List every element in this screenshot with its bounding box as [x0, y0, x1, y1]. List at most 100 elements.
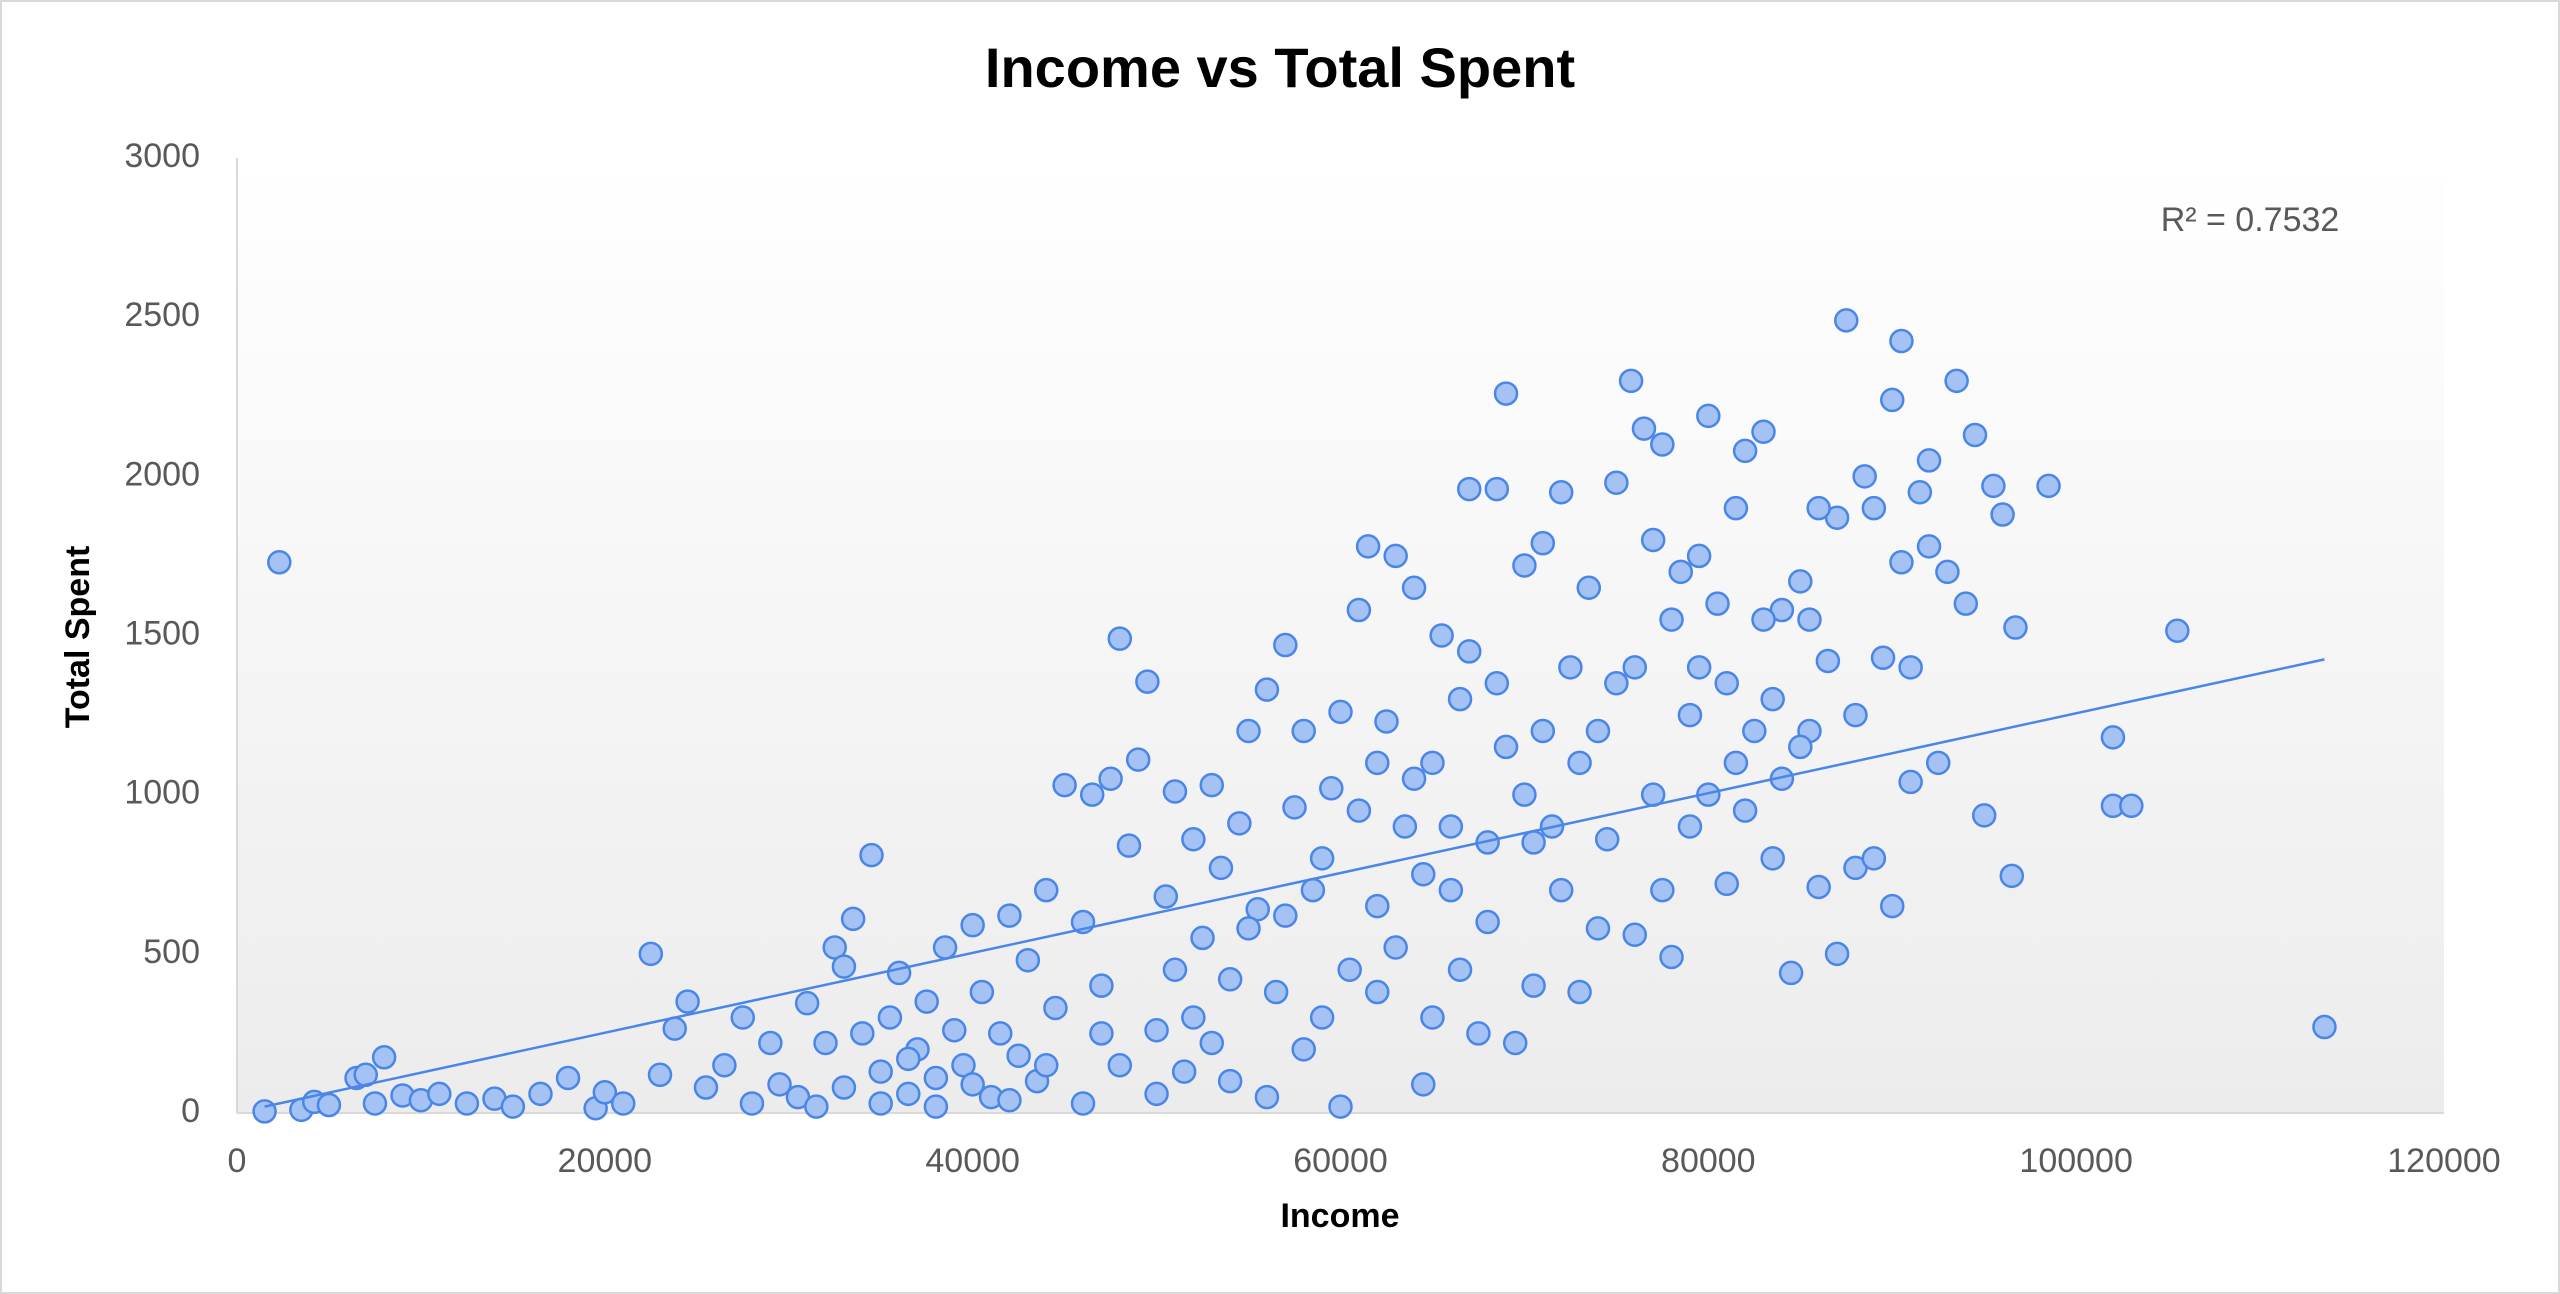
data-point	[1650, 877, 1675, 903]
data-point	[1622, 922, 1648, 947]
data-point	[662, 1016, 687, 1041]
chart-title: Income vs Total Spent	[985, 36, 1575, 99]
data-point	[1576, 575, 1602, 600]
data-point	[1852, 464, 1877, 489]
data-point	[1144, 1081, 1169, 1107]
data-point	[1438, 877, 1464, 903]
data-point	[1806, 495, 1831, 521]
data-point	[1714, 671, 1739, 696]
data-point	[1990, 502, 2015, 527]
data-point	[923, 1065, 949, 1091]
data-point	[1015, 947, 1041, 973]
data-point	[896, 1081, 921, 1107]
data-point	[1815, 648, 1841, 674]
data-point	[1227, 811, 1252, 836]
data-point	[1466, 1021, 1491, 1046]
data-point	[1144, 1017, 1169, 1043]
data-point	[1999, 863, 2025, 889]
plot-area	[237, 158, 2444, 1113]
data-point	[1098, 766, 1123, 791]
data-point	[1052, 772, 1077, 798]
data-point	[1447, 686, 1473, 712]
data-point	[1981, 473, 2006, 499]
data-point	[1153, 884, 1179, 909]
data-point	[1438, 814, 1464, 839]
data-point	[454, 1091, 480, 1116]
data-point	[896, 1046, 921, 1072]
data-point	[1181, 826, 1206, 852]
data-point	[1309, 846, 1335, 871]
data-point	[1420, 750, 1445, 776]
data-point	[1116, 833, 1142, 858]
data-point	[914, 989, 939, 1014]
data-point	[951, 1053, 976, 1078]
data-point	[1199, 772, 1225, 798]
data-point	[1273, 903, 1298, 928]
data-point	[1346, 597, 1372, 623]
data-point	[1668, 559, 1693, 585]
data-point	[969, 979, 995, 1005]
data-point	[1309, 1005, 1335, 1030]
x-tick-label: 20000	[558, 1142, 653, 1180]
data-point	[1696, 403, 1721, 429]
data-point	[1456, 639, 1482, 664]
data-point	[813, 1030, 838, 1056]
data-point	[1530, 718, 1556, 744]
data-point	[1870, 645, 1896, 671]
x-tick-label: 120000	[2387, 1142, 2500, 1180]
data-point	[1070, 1091, 1096, 1116]
data-point	[932, 935, 958, 960]
data-point	[675, 989, 700, 1014]
y-tick-label: 1500	[124, 614, 200, 652]
data-point	[923, 1094, 949, 1119]
data-point	[1751, 607, 1776, 632]
data-point	[1686, 655, 1712, 680]
data-point	[1732, 438, 1758, 464]
data-point	[1806, 874, 1831, 900]
data-point	[1760, 846, 1785, 871]
data-point	[850, 1021, 875, 1046]
data-point	[1043, 995, 1068, 1021]
data-point	[1236, 916, 1261, 941]
data-point	[1732, 798, 1758, 823]
data-point	[1898, 655, 1923, 680]
data-point	[1125, 747, 1151, 772]
data-point	[1604, 470, 1629, 495]
data-point	[1217, 1068, 1243, 1094]
data-point	[1456, 476, 1482, 502]
data-point	[739, 1091, 765, 1116]
data-point	[1824, 941, 1850, 967]
data-point	[868, 1059, 893, 1084]
data-point	[1162, 957, 1188, 982]
data-point	[1291, 718, 1316, 744]
data-point	[997, 1088, 1022, 1113]
data-point	[1411, 1072, 1436, 1097]
data-point	[1585, 718, 1611, 744]
data-point	[1640, 527, 1666, 553]
data-point	[1374, 709, 1399, 734]
data-point	[1328, 699, 1353, 725]
data-point	[1300, 877, 1326, 903]
data-point	[1953, 591, 1979, 616]
data-point	[1273, 632, 1298, 658]
data-point	[528, 1081, 553, 1107]
data-point	[1328, 1094, 1353, 1119]
data-point	[1355, 534, 1381, 559]
data-point	[1677, 702, 1703, 728]
data-point	[712, 1053, 737, 1078]
data-point	[1742, 718, 1767, 744]
data-point	[2036, 473, 2061, 499]
x-tick-label: 80000	[1661, 1142, 1756, 1180]
data-point	[1705, 591, 1730, 616]
trendline	[264, 658, 2325, 1108]
data-point	[1788, 569, 1813, 594]
data-point	[1714, 871, 1739, 897]
data-point	[1935, 559, 1960, 585]
data-point	[1889, 550, 1914, 575]
data-point	[1365, 979, 1390, 1005]
data-point	[1861, 846, 1887, 871]
data-point	[647, 1062, 673, 1088]
data-point	[1484, 476, 1510, 502]
